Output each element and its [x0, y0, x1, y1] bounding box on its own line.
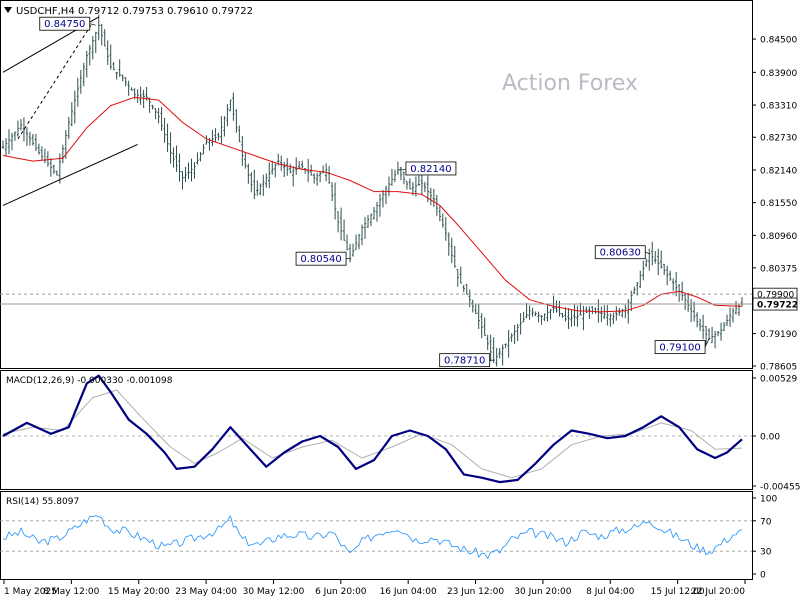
rsi-axis-label: 100	[760, 495, 777, 505]
swing-label-box	[654, 340, 706, 354]
rsi-axis-label: 70	[760, 517, 772, 527]
axis-layer: 0.84500 0.83900 0.83310 0.82730 0.82140 0.815…	[3, 36, 800, 597]
swing-label-box	[405, 161, 457, 176]
trend-channel-line	[2, 143, 138, 206]
macd-axis-label: -0.004557	[760, 483, 800, 493]
time-axis-label: 8 Jul 04:00	[586, 587, 635, 597]
rsi-axis-label: 30	[760, 548, 772, 558]
time-axis-label: 23 May 04:00	[175, 587, 237, 597]
swing-label: 0.80540	[300, 254, 341, 265]
price-axis-label: 0.80960	[760, 232, 797, 242]
header-symbol: USDCHF,H4	[16, 6, 75, 17]
rsi-layer	[0, 515, 752, 559]
time-axis-label: 15 Jul 12:00	[651, 587, 705, 597]
swing-label: 0.82140	[410, 164, 451, 175]
time-axis-label: 1 May 2025	[4, 587, 57, 597]
macd-axis-label: 0.00	[760, 433, 780, 443]
macd-layer	[0, 374, 752, 484]
macd-line	[2, 374, 743, 484]
annotation-leader	[89, 23, 96, 26]
rsi-axis-label: 0	[760, 571, 766, 581]
price-axis-label: 0.78605	[760, 363, 797, 373]
price-tag-label: 0.79722	[757, 301, 798, 311]
time-axis-label: 30 Jun 20:00	[514, 587, 571, 597]
swing-label: 0.78710	[444, 356, 485, 367]
swing-label: 0.84750	[44, 19, 85, 30]
time-axis-label: 30 May 12:00	[243, 587, 305, 597]
macd-panel-frame	[0, 370, 753, 490]
price-axis-label: 0.82730	[760, 134, 797, 144]
price-axis-label: 0.84500	[760, 36, 797, 46]
price-layer: 0.84750 0.82140 0.80540 0.78710 0.80630 0.791…	[0, 14, 752, 368]
time-axis-label: 15 May 20:00	[108, 587, 170, 597]
time-axis-label: 6 Jun 20:00	[315, 587, 367, 597]
price-axis-label: 0.83900	[760, 69, 797, 79]
trend-channel-line	[17, 22, 94, 140]
macd-signal-line	[2, 389, 743, 479]
annotation-leader	[645, 251, 650, 255]
swing-label-box	[439, 353, 491, 368]
swing-label-box	[39, 16, 91, 31]
time-axis-label: 16 Jun 04:00	[380, 587, 437, 597]
macd-title: MACD(12,26,9) -0.000330 -0.001098	[6, 376, 173, 386]
swing-label: 0.80630	[600, 248, 641, 259]
annotation-leader	[704, 338, 710, 348]
header-dropdown-icon[interactable]	[4, 7, 12, 13]
price-axis-label: 0.79190	[760, 330, 797, 340]
time-axis-label: 8 May 12:00	[43, 587, 99, 597]
swing-label-box	[295, 251, 347, 266]
time-axis-label: 22 Jul 20:00	[691, 587, 745, 597]
watermark: Action Forex	[502, 71, 638, 96]
price-axis-label: 0.82140	[760, 166, 797, 176]
price-tag-label: 0.79900	[757, 291, 794, 301]
swing-label: 0.79100	[659, 343, 700, 354]
current-price-tag	[752, 297, 798, 311]
time-axis-label: 23 Jun 12:00	[447, 587, 504, 597]
header-ohlc: 0.79712 0.79753 0.79610 0.79722	[78, 6, 253, 17]
rsi-title: RSI(14) 55.8097	[6, 497, 79, 507]
moving-average-line	[2, 96, 743, 313]
price-axis-label: 0.83310	[760, 102, 797, 112]
price-axis-label: 0.80375	[760, 264, 797, 274]
price-axis-label: 0.81550	[760, 199, 797, 209]
price-panel-frame	[0, 0, 753, 369]
swing-label-box	[594, 245, 646, 260]
macd-axis-label: 0.00529	[760, 375, 797, 385]
rsi-line	[2, 515, 743, 559]
rsi-panel-frame	[0, 491, 753, 580]
